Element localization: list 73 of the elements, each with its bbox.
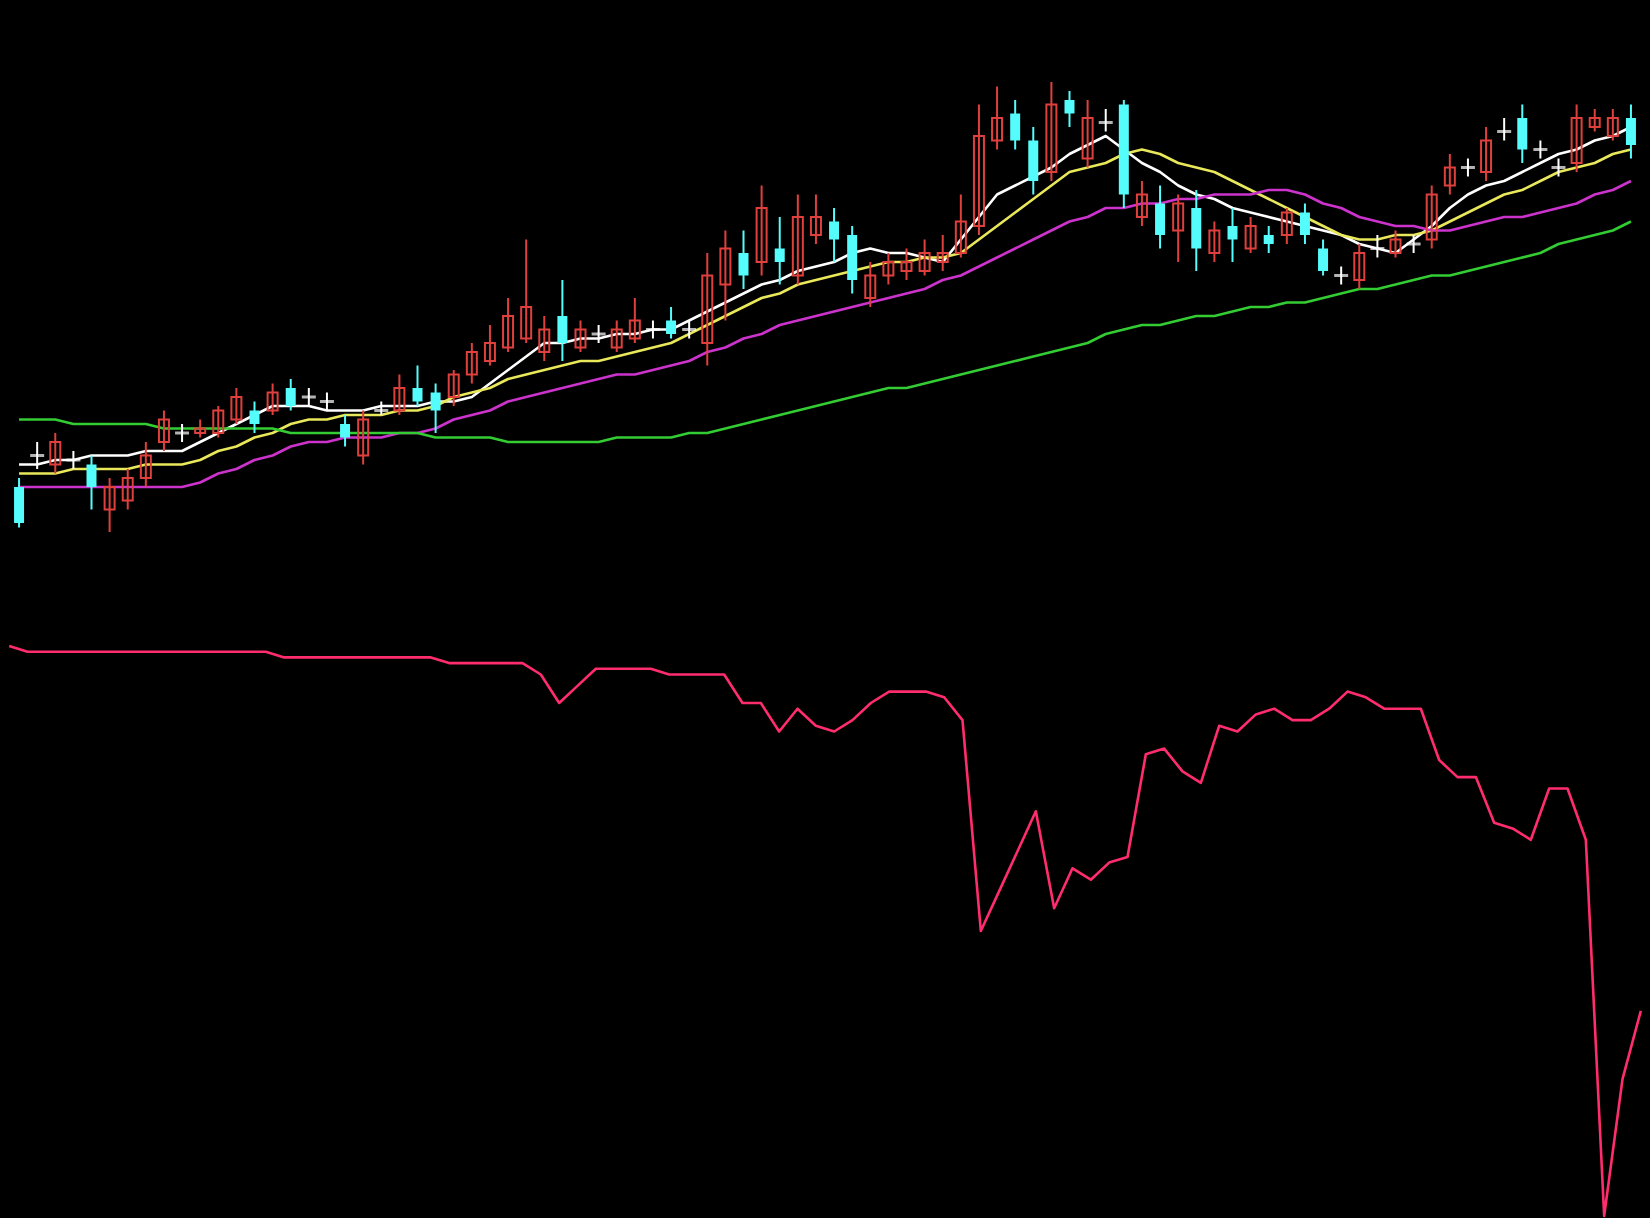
candlestick [357, 409, 370, 466]
candlestick [340, 414, 351, 448]
candlestick [157, 409, 170, 452]
candlestick [86, 454, 97, 511]
candlestick [103, 477, 116, 533]
candlestick [1135, 180, 1148, 227]
candlestick [809, 193, 822, 245]
candlestick [900, 247, 913, 281]
candlestick [483, 324, 496, 367]
candlestick [1064, 90, 1075, 128]
candlestick [918, 238, 931, 277]
candlestick [249, 400, 260, 434]
candlestick [1443, 153, 1456, 196]
candlestick [1389, 229, 1402, 259]
candlestick [936, 234, 949, 272]
candlestick [502, 297, 515, 353]
candlestick [847, 225, 858, 295]
candlestick [701, 252, 714, 367]
candlestick [393, 373, 406, 416]
candlestick [1353, 243, 1366, 290]
candlestick [14, 477, 25, 529]
candlestick [774, 216, 785, 286]
candlestick [610, 319, 623, 353]
candlestick [412, 364, 423, 407]
candlestick [1588, 108, 1601, 133]
candlestick [719, 229, 732, 322]
candlestick [882, 252, 895, 286]
candlestick [1191, 189, 1202, 272]
candlestick [538, 315, 551, 362]
candlestick [1606, 108, 1619, 142]
candlestick [1318, 238, 1329, 277]
candlestick [991, 85, 1004, 151]
candlestick [954, 193, 967, 259]
candlestick [738, 229, 749, 290]
candlestick [212, 405, 225, 439]
candlestick [139, 441, 152, 488]
candlestick [1570, 103, 1583, 173]
candlestick [430, 382, 441, 434]
candlestick [1425, 184, 1438, 250]
candlestick [121, 468, 134, 511]
candlestick [285, 378, 296, 412]
candlestick [1370, 234, 1385, 259]
candlestick [666, 306, 677, 340]
candlestick [1208, 220, 1221, 263]
candlestick [557, 279, 568, 362]
candlestick [574, 319, 587, 353]
candlestick [1028, 126, 1039, 196]
candlestick [628, 297, 641, 344]
candlestick [791, 193, 804, 286]
candlestick [1299, 202, 1310, 245]
candlestick [1263, 225, 1274, 254]
candlestick [1081, 99, 1094, 169]
candlestick [465, 342, 478, 385]
candlestick [1517, 103, 1528, 164]
candlestick [1227, 207, 1238, 263]
candlestick [972, 103, 985, 236]
candlestick [447, 369, 460, 407]
candlestick [1010, 99, 1021, 151]
candlestick [864, 261, 877, 308]
candlestick [1280, 207, 1293, 245]
candlestick [520, 238, 533, 344]
candlestick [755, 184, 768, 277]
candlestick [1480, 126, 1493, 182]
candlestick [1625, 103, 1636, 160]
candlestick [829, 207, 840, 263]
candlestick [1244, 216, 1257, 254]
candlestick [1497, 117, 1512, 142]
candlestick [1155, 184, 1166, 250]
candlestick [266, 382, 279, 416]
candlestick [1045, 81, 1058, 182]
candlestick [1172, 193, 1185, 263]
candlestick [49, 432, 62, 475]
candlestick [230, 387, 243, 425]
